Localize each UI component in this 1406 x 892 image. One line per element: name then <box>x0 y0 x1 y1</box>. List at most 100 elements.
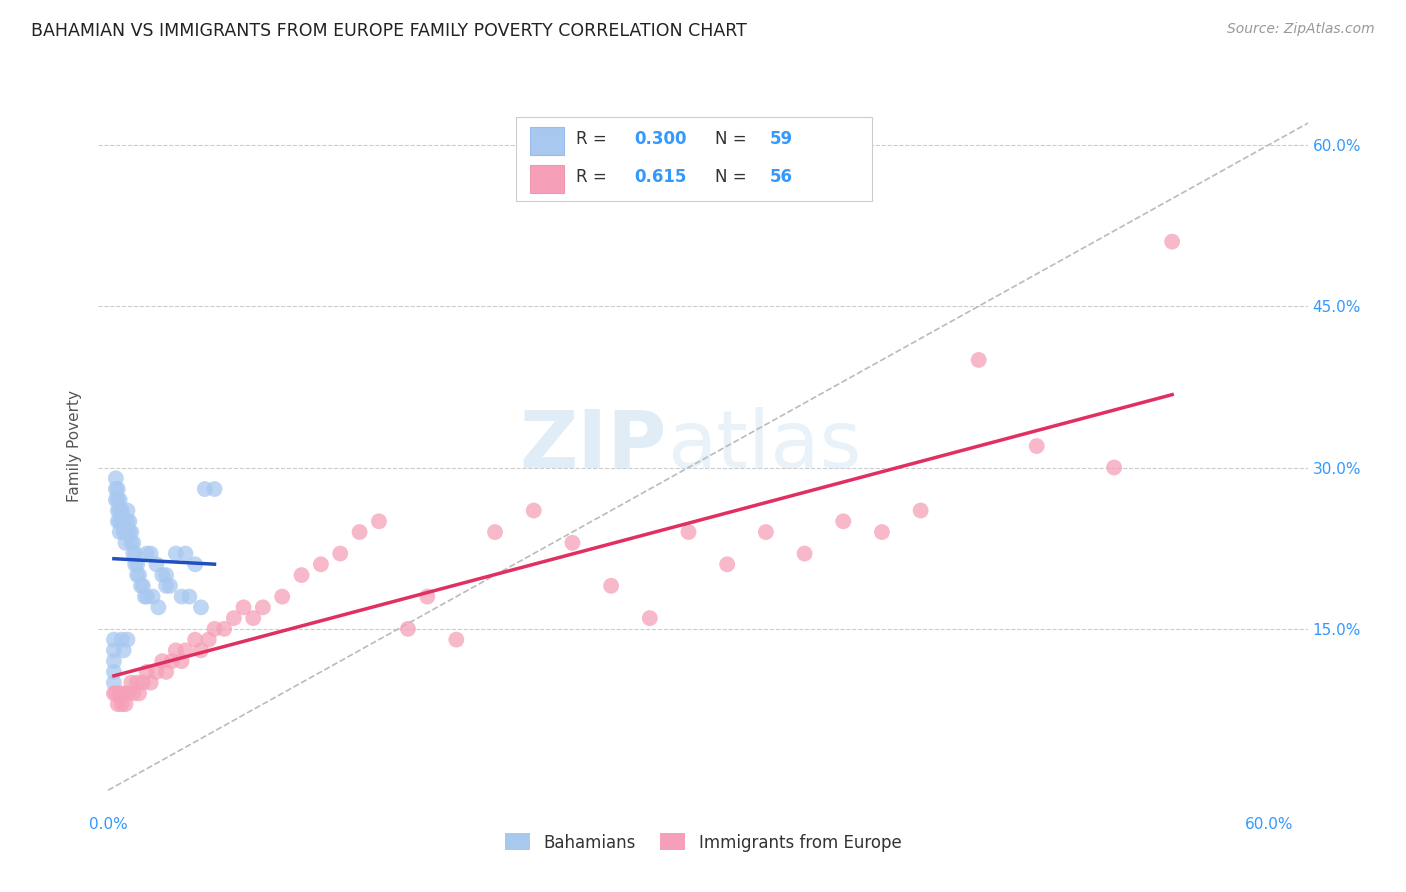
Point <box>252 600 274 615</box>
Point <box>111 514 134 528</box>
Point <box>128 686 150 700</box>
Point <box>145 665 167 679</box>
Point <box>132 675 155 690</box>
Point <box>117 503 139 517</box>
Text: BAHAMIAN VS IMMIGRANTS FROM EUROPE FAMILY POVERTY CORRELATION CHART: BAHAMIAN VS IMMIGRANTS FROM EUROPE FAMIL… <box>31 22 747 40</box>
Point <box>204 482 226 496</box>
Text: 56: 56 <box>769 168 793 186</box>
Point <box>117 632 139 647</box>
Point <box>117 686 139 700</box>
Point <box>124 547 146 561</box>
Legend: Bahamians, Immigrants from Europe: Bahamians, Immigrants from Europe <box>498 827 908 858</box>
Point <box>179 590 201 604</box>
Point <box>114 697 136 711</box>
Point <box>416 590 439 604</box>
Point <box>174 547 197 561</box>
Point <box>150 654 173 668</box>
Point <box>170 590 193 604</box>
Point <box>135 665 157 679</box>
Point <box>145 558 167 572</box>
Point <box>184 558 207 572</box>
Point <box>561 536 583 550</box>
Point <box>174 643 197 657</box>
Point <box>523 503 546 517</box>
Text: 0.615: 0.615 <box>634 168 686 186</box>
Point <box>290 568 312 582</box>
Point <box>124 558 146 572</box>
Text: R =: R = <box>576 129 612 148</box>
Y-axis label: Family Poverty: Family Poverty <box>67 390 83 502</box>
Point <box>122 686 145 700</box>
Point <box>446 632 468 647</box>
Point <box>638 611 661 625</box>
Point <box>190 600 212 615</box>
Point <box>127 675 149 690</box>
Point <box>1102 460 1125 475</box>
Point <box>242 611 264 625</box>
Point <box>135 590 157 604</box>
Point <box>1025 439 1047 453</box>
Point <box>755 524 778 539</box>
Point <box>139 547 162 561</box>
Point <box>155 665 177 679</box>
Point <box>793 547 815 561</box>
Point <box>484 524 506 539</box>
Point <box>127 558 149 572</box>
FancyBboxPatch shape <box>516 117 872 201</box>
Point <box>111 632 134 647</box>
Point <box>870 524 893 539</box>
Text: ZIP: ZIP <box>519 407 666 485</box>
Point <box>104 482 127 496</box>
Point <box>107 514 129 528</box>
Point <box>112 524 135 539</box>
Point <box>139 675 162 690</box>
Point <box>103 632 125 647</box>
Point <box>204 622 226 636</box>
Point <box>160 654 183 668</box>
Point <box>112 643 135 657</box>
Point <box>349 524 371 539</box>
Point <box>1161 235 1184 249</box>
Point <box>108 686 131 700</box>
Text: 0.300: 0.300 <box>634 129 686 148</box>
Point <box>222 611 245 625</box>
Point <box>120 524 142 539</box>
Point <box>967 353 990 368</box>
Point <box>108 514 131 528</box>
Text: N =: N = <box>716 129 752 148</box>
Point <box>103 686 125 700</box>
Point <box>170 654 193 668</box>
Point <box>114 524 136 539</box>
Point <box>118 524 141 539</box>
Point <box>190 643 212 657</box>
Point <box>197 632 219 647</box>
Point <box>112 686 135 700</box>
Bar <box>530 127 564 154</box>
Point <box>108 524 131 539</box>
Point <box>114 536 136 550</box>
Point <box>329 547 352 561</box>
Text: Source: ZipAtlas.com: Source: ZipAtlas.com <box>1227 22 1375 37</box>
Point <box>104 686 127 700</box>
Point <box>148 600 170 615</box>
Point <box>111 697 134 711</box>
Point <box>120 536 142 550</box>
Point <box>111 503 134 517</box>
Point <box>271 590 294 604</box>
Point <box>127 568 149 582</box>
Point <box>104 471 127 485</box>
Point <box>132 579 155 593</box>
Point <box>107 492 129 507</box>
Point <box>142 590 165 604</box>
Point <box>368 514 391 528</box>
Point <box>120 675 142 690</box>
Point <box>600 579 623 593</box>
Point <box>396 622 419 636</box>
Point <box>716 558 738 572</box>
Point <box>122 536 145 550</box>
Point <box>155 568 177 582</box>
Point <box>104 492 127 507</box>
Point <box>103 654 125 668</box>
Point <box>165 547 187 561</box>
Point <box>184 632 207 647</box>
